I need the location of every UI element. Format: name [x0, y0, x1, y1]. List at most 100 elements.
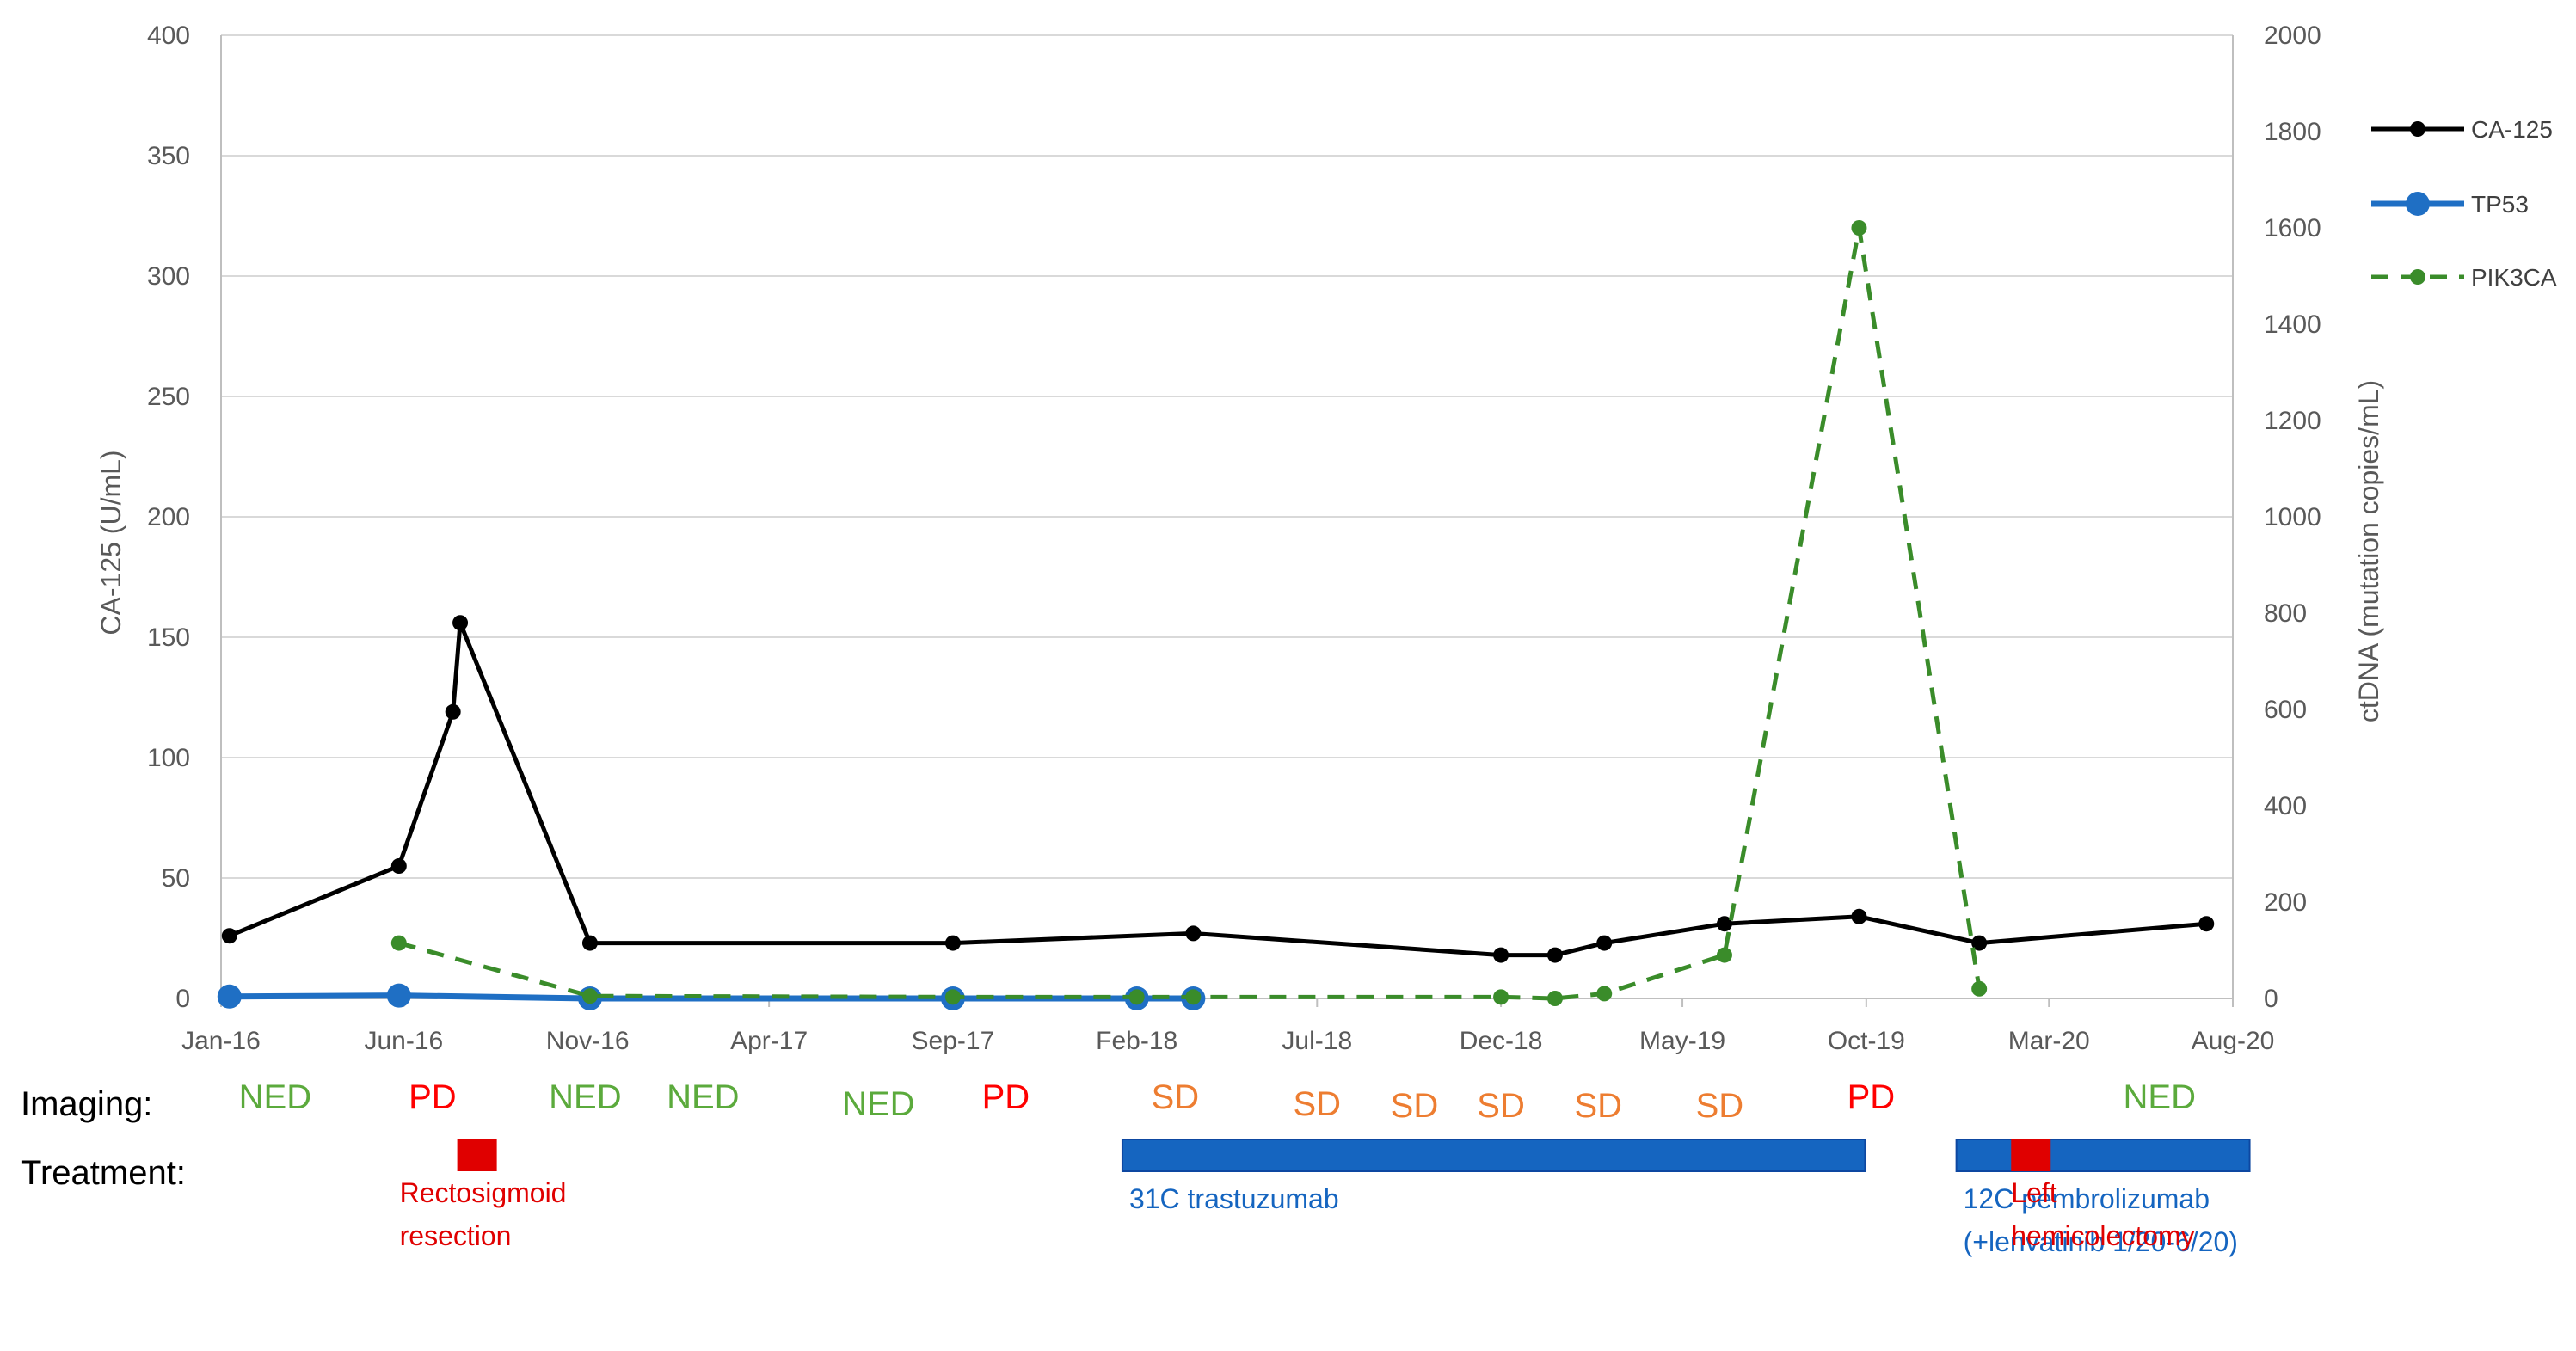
y-tick-label: 150 — [147, 623, 190, 652]
data-point-pik3ca — [1546, 991, 1563, 1006]
surgery-marker — [457, 1139, 497, 1171]
x-tick-label: Nov-16 — [546, 1027, 630, 1055]
treatment-label: (+lenvatinib 1/20-6/20) — [1964, 1226, 2238, 1257]
legend: CA-125 TP53 PIK3CA — [2371, 116, 2557, 291]
data-point-pik3ca — [1493, 989, 1509, 1005]
y2-tick-label: 1600 — [2264, 214, 2321, 243]
y2-tick-label: 1400 — [2264, 310, 2321, 339]
treatment-bar — [1121, 1139, 1866, 1172]
legend-label: CA-125 — [2471, 116, 2553, 143]
y-tick-label: 400 — [147, 21, 190, 50]
data-point-ca-125 — [390, 858, 407, 874]
surgery-label: hemicolectomy — [2011, 1220, 2194, 1251]
imaging-result-ned: NED — [239, 1078, 311, 1116]
data-point-pik3ca — [1185, 989, 1202, 1005]
surgery-label: Left — [2011, 1177, 2056, 1208]
data-point-tp53 — [217, 984, 242, 1009]
data-point-ca-125 — [2198, 916, 2215, 932]
y2-tick-label: 1000 — [2264, 503, 2321, 531]
treatment-label: 31C trastuzumab — [1129, 1183, 1339, 1214]
data-point-pik3ca — [1851, 220, 1867, 236]
legend-marker — [2410, 121, 2425, 137]
data-point-ca-125 — [221, 928, 237, 944]
y-tick-label: 200 — [147, 503, 190, 531]
data-point-pik3ca — [581, 988, 598, 1004]
imaging-result-ned: NED — [549, 1078, 621, 1116]
series-line-pik3ca — [398, 225, 1982, 1001]
data-point-ca-125 — [1596, 935, 1613, 951]
data-point-ca-125 — [452, 615, 469, 631]
surgery-marker — [2011, 1139, 2051, 1171]
data-point-pik3ca — [390, 935, 407, 951]
legend-label: TP53 — [2471, 191, 2529, 218]
x-tick-label: Sep-17 — [912, 1027, 995, 1055]
y-tick-label: 0 — [175, 985, 190, 1013]
legend-label: PIK3CA — [2471, 264, 2557, 291]
y-tick-label: 350 — [147, 142, 190, 170]
axes: 0 50 100 150 200 250 300 350 400 0 200 400 600 800 100… — [95, 21, 2384, 1055]
data-point-ca-125 — [1716, 916, 1732, 932]
y2-tick-label: 600 — [2264, 696, 2307, 724]
y2-tick-label: 1800 — [2264, 118, 2321, 146]
data-point-ca-125 — [944, 935, 961, 951]
imaging-result-pd: PD — [409, 1078, 457, 1116]
imaging-result-ned: NED — [842, 1085, 914, 1123]
y2-tick-label: 800 — [2264, 599, 2307, 628]
x-tick-label: Apr-17 — [730, 1027, 808, 1055]
legend-marker — [2406, 192, 2430, 216]
x-tick-label: Feb-18 — [1096, 1027, 1177, 1055]
plot-series — [217, 220, 2215, 1010]
data-point-ca-125 — [1493, 947, 1509, 963]
imaging-row-label: Imaging: — [21, 1085, 152, 1123]
data-point-pik3ca — [1128, 989, 1145, 1005]
y2-tick-label: 0 — [2264, 985, 2278, 1013]
treatment-bar — [1955, 1139, 2251, 1172]
data-point-ca-125 — [1185, 925, 1202, 942]
x-tick-label: Oct-19 — [1828, 1027, 1905, 1055]
imaging-result-sd: SD — [1477, 1087, 1525, 1125]
x-tick-label: Jun-16 — [365, 1027, 444, 1055]
imaging-result-sd: SD — [1574, 1087, 1622, 1125]
x-tick-label: Aug-20 — [2192, 1027, 2275, 1055]
x-tick-label: Mar-20 — [2008, 1027, 2090, 1055]
treatment-row-label: Treatment: — [21, 1154, 186, 1192]
imaging-treatment-annotations: Imaging: Treatment: NED PD NED NED NED PD SD SD SD… — [21, 1078, 2251, 1257]
data-point-ca-125 — [445, 703, 461, 720]
data-point-tp53 — [386, 983, 411, 1008]
imaging-result-ned: NED — [667, 1078, 739, 1116]
y-tick-label: 250 — [147, 383, 190, 411]
y-axis-title: CA-125 (U/mL) — [95, 450, 126, 635]
imaging-result-sd: SD — [1696, 1087, 1744, 1125]
y2-tick-label: 200 — [2264, 888, 2307, 917]
gridlines — [221, 34, 2233, 879]
data-point-pik3ca — [1716, 947, 1732, 963]
y2-tick-label: 400 — [2264, 792, 2307, 820]
series-line-ca-125 — [228, 620, 2207, 958]
y-tick-label: 50 — [162, 864, 190, 893]
treatment-label: 12C pembrolizumab — [1964, 1183, 2210, 1214]
y-tick-label: 100 — [147, 744, 190, 772]
x-tick-label: Jul-18 — [1282, 1027, 1352, 1055]
surgery-label: resection — [400, 1220, 512, 1251]
data-point-pik3ca — [944, 989, 961, 1005]
data-point-ca-125 — [1851, 908, 1867, 924]
x-tick-label: May-19 — [1639, 1027, 1725, 1055]
imaging-result-sd: SD — [1152, 1078, 1200, 1116]
y2-tick-label: 2000 — [2264, 21, 2321, 50]
imaging-result-pd: PD — [982, 1078, 1030, 1116]
y2-axis-title: ctDNA (mutation copies/mL) — [2353, 380, 2384, 722]
data-point-ca-125 — [1546, 947, 1563, 963]
data-point-ca-125 — [581, 935, 598, 951]
data-point-pik3ca — [1596, 986, 1613, 1002]
x-tick-label: Dec-18 — [1460, 1027, 1543, 1055]
y2-tick-label: 1200 — [2264, 407, 2321, 435]
surgery-label: Rectosigmoid — [400, 1177, 567, 1208]
imaging-result-pd: PD — [1847, 1078, 1896, 1116]
imaging-result-sd: SD — [1391, 1087, 1439, 1125]
legend-marker — [2410, 269, 2425, 285]
data-point-pik3ca — [1971, 980, 1988, 997]
imaging-result-ned: NED — [2124, 1078, 2196, 1116]
imaging-result-sd: SD — [1294, 1085, 1342, 1123]
